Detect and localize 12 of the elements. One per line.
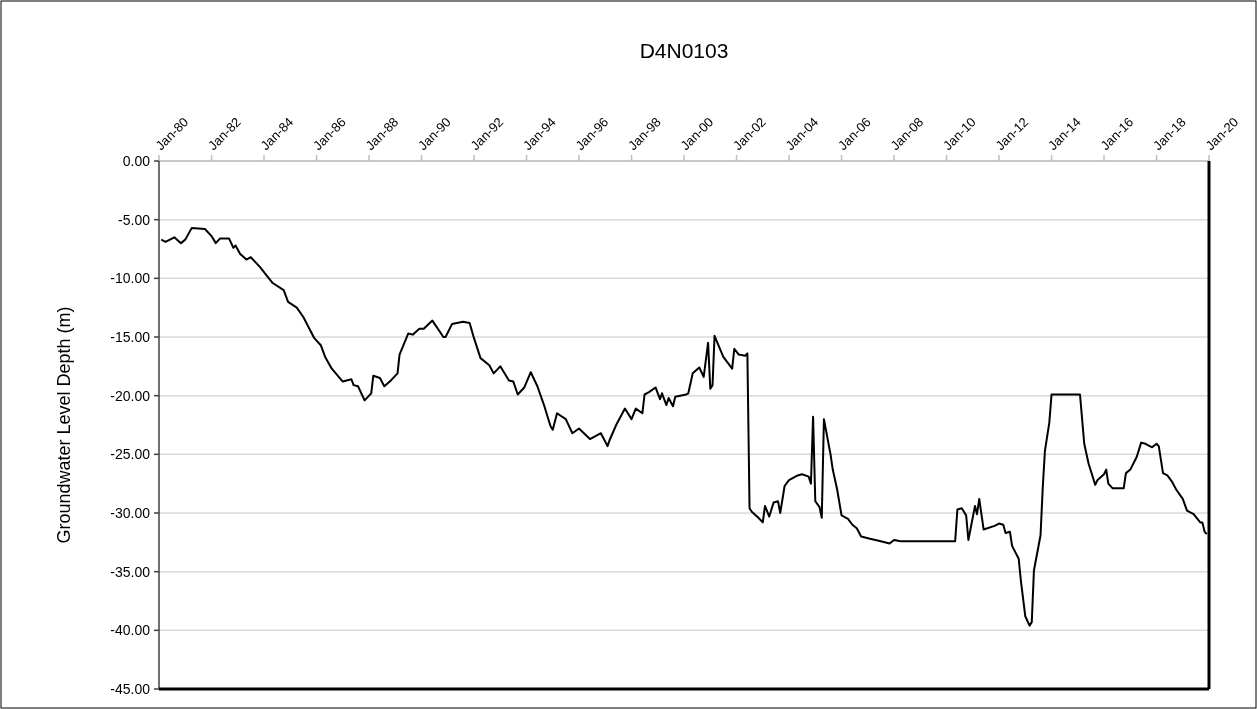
- y-axis-title: Groundwater Level Depth (m): [54, 306, 74, 544]
- y-tick-label: -45.00: [110, 680, 151, 697]
- y-tick-label: -30.00: [110, 504, 151, 521]
- y-tick-label: -10.00: [110, 270, 151, 287]
- y-tick-label: -40.00: [110, 622, 151, 639]
- y-tick-label: 0.00: [122, 152, 151, 169]
- y-tick-label: -35.00: [110, 563, 151, 580]
- y-tick-label: -5.00: [118, 211, 151, 228]
- y-tick-label: -25.00: [110, 446, 151, 463]
- chart-title: D4N0103: [639, 39, 729, 62]
- y-tick-label: -15.00: [110, 328, 151, 345]
- y-tick-label: -20.00: [110, 387, 151, 404]
